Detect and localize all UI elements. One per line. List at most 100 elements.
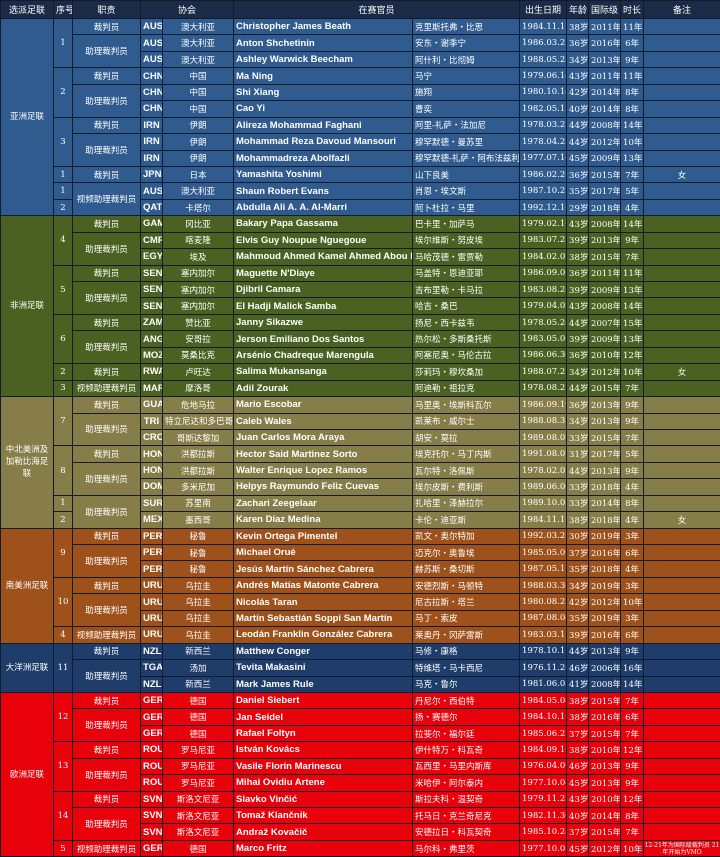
official-name-en: Michael Orué xyxy=(233,543,414,562)
official-name-cn: 埃尔维斯・努皮埃 xyxy=(412,231,521,250)
seq-cell: 10 xyxy=(53,576,73,628)
official-name-en: Ashley Warwick Beecham xyxy=(233,50,414,69)
association-code: SVN xyxy=(140,790,163,809)
note xyxy=(643,560,720,578)
confederation-cell: 中北美洲及加勒比海足联 xyxy=(0,396,54,529)
association-code: HON xyxy=(140,461,163,480)
official-name-cn: 凯文・奥尔特加 xyxy=(412,527,521,546)
official-name-cn: 山下良美 xyxy=(412,165,521,184)
official-name-en: Abdulla Ali A. A. Al-Marri xyxy=(233,198,414,217)
international-since: 2016年 xyxy=(588,708,622,726)
association-name: 塞内加尔 xyxy=(161,264,235,283)
birth-date: 1980.08.27 xyxy=(519,593,568,611)
years-international: 11年 xyxy=(620,17,645,36)
role-cell: 裁判员 xyxy=(72,363,141,381)
birth-date: 1984.11.10 xyxy=(519,511,568,529)
role-cell: 裁判员 xyxy=(72,215,141,233)
official-name-cn: 阿卜杜拉・马里 xyxy=(412,198,521,217)
international-since: 2011年 xyxy=(588,264,622,283)
international-since: 2015年 xyxy=(588,248,622,266)
note xyxy=(643,346,720,365)
official-name-cn: 埃克托尔・马丁内斯 xyxy=(412,445,521,463)
official-name-cn: 扎哈里・泽赫拉尔 xyxy=(412,494,521,513)
role-cell: 裁判员 xyxy=(72,445,141,463)
official-name-en: Slavko Vinčić xyxy=(233,790,414,809)
note xyxy=(643,806,720,825)
birth-date: 1978.02.02 xyxy=(519,461,568,480)
official-name-cn: 迈克尔・奥鲁埃 xyxy=(412,543,521,562)
role-cell: 助理裁判员 xyxy=(72,231,141,266)
seq-cell: 5 xyxy=(53,839,73,857)
age: 35岁 xyxy=(566,182,590,200)
years-international: 10年 xyxy=(620,839,645,857)
note xyxy=(643,100,720,118)
age: 30岁 xyxy=(566,527,590,546)
association-name: 莫桑比克 xyxy=(161,346,235,365)
note xyxy=(643,659,720,677)
note: 12-21年为国际级裁判员 21年开始为VMO xyxy=(643,839,720,857)
association-code: SVN xyxy=(140,823,163,841)
note xyxy=(643,182,720,200)
role-cell: 助理裁判员 xyxy=(72,593,141,628)
international-since: 2011年 xyxy=(588,67,622,85)
international-since: 2015年 xyxy=(588,379,622,398)
official-name-cn: 拉斐尔・福尔廷 xyxy=(412,724,521,743)
birth-date: 1985.06.21 xyxy=(519,724,568,743)
association-name: 斯洛文尼亚 xyxy=(161,823,235,841)
official-name-en: Leodán Franklin González Cabrera xyxy=(233,626,414,644)
official-name-cn: 热尔松・多斯桑托斯 xyxy=(412,330,521,348)
role-cell: 裁判员 xyxy=(72,116,141,135)
age: 38岁 xyxy=(566,17,590,36)
official-name-en: Yamashita Yoshimi xyxy=(233,165,414,184)
international-since: 2008年 xyxy=(588,675,622,693)
age: 34岁 xyxy=(566,50,590,69)
association-name: 塞内加尔 xyxy=(161,297,235,315)
birth-date: 1979.06.14 xyxy=(519,67,568,85)
association-code: GER xyxy=(140,691,163,710)
years-international: 7年 xyxy=(620,691,645,710)
international-since: 2009年 xyxy=(588,330,622,348)
role-cell: 裁判员 xyxy=(72,790,141,809)
association-name: 新西兰 xyxy=(161,675,235,693)
table-row: 助理裁判员 CHN 中国 Shi Xiang 施翔 1980.10.14 42岁 2014年 8… xyxy=(0,83,720,118)
table-row: 3 裁判员 IRN 伊朗 Alireza Mohammad Faghani 阿里-礼萨・法… xyxy=(0,116,720,167)
official-name-cn: 瓦尔特・洛佩斯 xyxy=(412,461,521,480)
birth-date: 1978.10.11 xyxy=(519,642,568,661)
association-name: 哥斯达黎加 xyxy=(161,428,235,447)
seq-cell: 12 xyxy=(53,691,73,743)
association-name: 澳大利亚 xyxy=(161,17,235,36)
association-name: 喀麦隆 xyxy=(161,231,235,250)
official-name-en: Matthew Conger xyxy=(233,642,414,661)
official-name-cn: 巴卡里・加萨马 xyxy=(412,215,521,233)
role-cell: 裁判员 xyxy=(72,67,141,85)
official-name-cn: 胡安・莫拉 xyxy=(412,428,521,447)
official-name-cn: 施翔 xyxy=(412,83,521,102)
official-name-en: Adil Zourak xyxy=(233,379,414,398)
note xyxy=(643,642,720,661)
international-since: 2010年 xyxy=(588,790,622,809)
header-officials: 在赛官员 xyxy=(233,0,521,19)
years-international: 5年 xyxy=(620,445,645,463)
official-name-cn: 扬・赛德尔 xyxy=(412,708,521,726)
age: 43岁 xyxy=(566,297,590,315)
age: 39岁 xyxy=(566,280,590,299)
note xyxy=(643,313,720,332)
official-name-en: István Kovács xyxy=(233,741,414,759)
association-code: AUS xyxy=(140,182,163,200)
years-international: 9年 xyxy=(620,757,645,776)
international-since: 2008年 xyxy=(588,116,622,135)
note xyxy=(643,330,720,348)
official-name-en: Daniel Siebert xyxy=(233,691,414,710)
table-row: IRN 伊朗 Mohammadreza Abolfazli 穆罕默德-礼萨・阿布法兹利… xyxy=(0,149,720,167)
years-international: 9年 xyxy=(620,461,645,480)
association-code: DOM xyxy=(140,478,163,496)
official-name-en: Juan Carlos Mora Araya xyxy=(233,428,414,447)
international-since: 2011年 xyxy=(588,17,622,36)
association-name: 澳大利亚 xyxy=(161,34,235,52)
years-international: 7年 xyxy=(620,248,645,266)
birth-date: 1983.03.11 xyxy=(519,626,568,644)
years-international: 6年 xyxy=(620,34,645,52)
role-cell: 视频助理裁判员 xyxy=(72,626,141,644)
table-row: CRC 哥斯达黎加 Juan Carlos Mora Araya 胡安・莫拉 1989.… xyxy=(0,428,720,447)
